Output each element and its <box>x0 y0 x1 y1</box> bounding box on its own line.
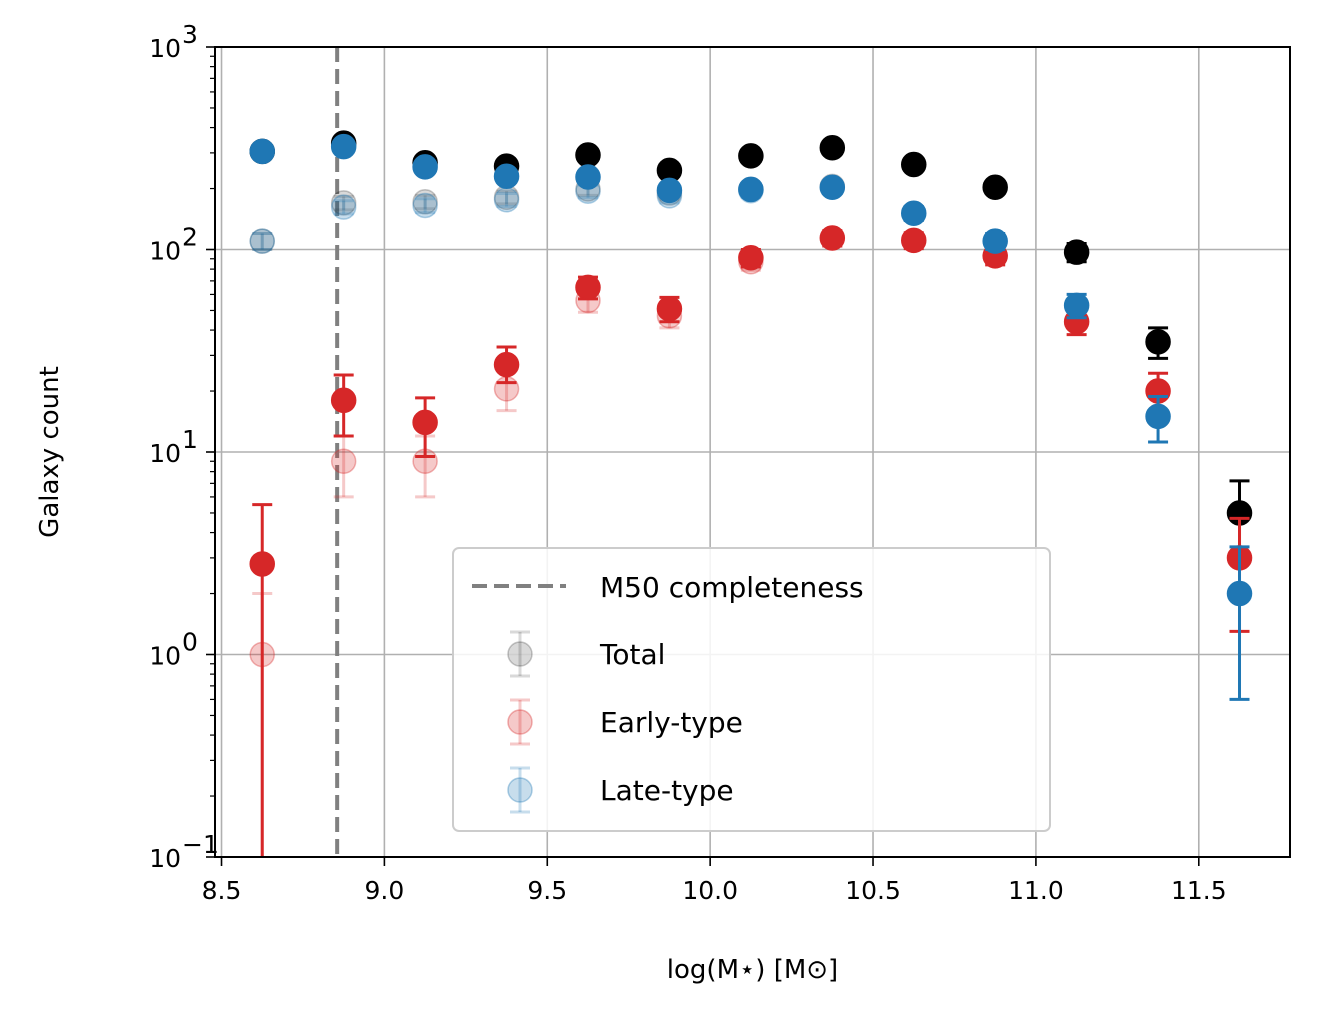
legend-label: Late-type <box>600 774 734 807</box>
legend-handle-marker <box>507 641 533 667</box>
y-tick-label-base: 10 <box>149 844 181 873</box>
data-point <box>575 142 601 168</box>
data-point <box>412 409 438 436</box>
x-tick-label: 8.5 <box>202 876 242 905</box>
data-point <box>819 174 846 200</box>
data-point <box>819 135 846 161</box>
x-tick-label: 10.5 <box>845 876 901 905</box>
data-point <box>249 138 275 165</box>
data-point <box>249 551 275 577</box>
data-point <box>330 133 357 160</box>
x-tick-label: 9.5 <box>527 876 567 905</box>
x-tick-label: 11.0 <box>1008 876 1064 905</box>
legend-box <box>452 547 1051 832</box>
data-point <box>901 227 927 254</box>
data-point <box>901 151 927 178</box>
y-tick-label-exponent: 0 <box>182 628 198 657</box>
data-point <box>901 200 927 227</box>
y-tick-label-base: 10 <box>149 34 181 63</box>
data-point <box>412 192 438 219</box>
y-tick-label-base: 10 <box>149 439 181 468</box>
data-point <box>656 295 683 322</box>
x-tick-label: 9.0 <box>365 876 405 905</box>
legend: M50 completeness Total Early-type Late-type <box>452 547 1051 832</box>
data-point <box>575 164 601 190</box>
data-point <box>575 274 601 301</box>
data-point <box>738 245 764 271</box>
x-tick-label: 10.0 <box>682 876 738 905</box>
data-point <box>1145 329 1171 355</box>
y-tick-label-exponent: −1 <box>182 830 219 859</box>
data-points <box>249 130 1253 857</box>
data-point <box>493 351 520 378</box>
legend-label: M50 completeness <box>600 571 864 604</box>
legend-handle-marker <box>507 777 533 803</box>
data-point <box>1063 292 1090 319</box>
legend-handle-marker <box>507 709 533 735</box>
data-point <box>330 448 357 475</box>
data-point <box>1063 239 1090 265</box>
data-point <box>412 189 438 215</box>
data-point <box>330 387 357 414</box>
data-point <box>330 194 357 220</box>
data-point <box>982 174 1008 200</box>
y-tick-label-exponent: 2 <box>182 223 198 252</box>
data-point <box>819 225 846 251</box>
legend-label: Total <box>599 638 665 671</box>
series-late-type-observed <box>249 133 1253 701</box>
data-point <box>982 228 1008 254</box>
data-point <box>249 228 275 254</box>
data-point <box>1145 403 1171 430</box>
y-tick-label-exponent: 1 <box>182 425 198 454</box>
data-point <box>493 163 520 190</box>
data-point <box>656 177 683 204</box>
legend-label: Early-type <box>600 706 743 739</box>
y-tick-label-exponent: 3 <box>182 20 198 49</box>
data-point <box>249 228 275 254</box>
y-axis-label: Galaxy count <box>35 366 65 538</box>
axis-ticks <box>206 46 1200 866</box>
x-axis-label: log(M⋆) [M⊙] <box>667 955 838 985</box>
data-point <box>493 187 520 213</box>
y-tick-label-base: 10 <box>149 237 181 266</box>
data-point <box>330 190 357 216</box>
data-point <box>1226 580 1253 607</box>
y-tick-label-base: 10 <box>149 642 181 671</box>
x-tick-label: 11.5 <box>1171 876 1227 905</box>
data-point <box>412 154 438 180</box>
data-point <box>738 143 764 169</box>
data-point <box>738 176 764 203</box>
